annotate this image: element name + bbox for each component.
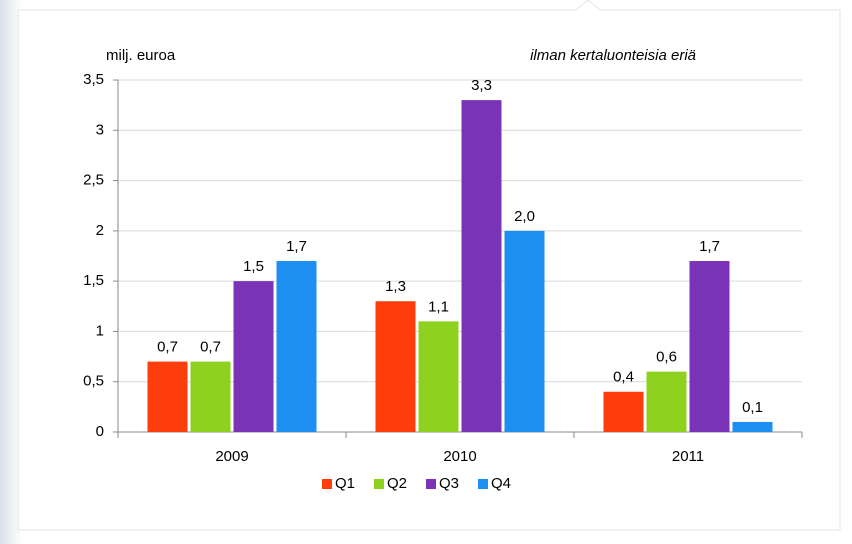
bar xyxy=(689,261,730,432)
bar xyxy=(603,391,644,432)
bar xyxy=(190,361,231,432)
legend-label: Q3 xyxy=(439,475,459,492)
frame xyxy=(17,0,841,531)
side-decoration xyxy=(0,0,22,544)
value-label: 0,1 xyxy=(742,399,763,416)
y-tick-label: 1 xyxy=(96,322,104,339)
value-label: 1,3 xyxy=(385,278,406,295)
bar xyxy=(504,230,545,432)
annotation: ilman kertaluonteisia eriä xyxy=(530,47,696,64)
y-tick-label: 1,5 xyxy=(83,272,104,289)
legend-label: Q2 xyxy=(387,475,407,492)
bar xyxy=(147,361,188,432)
value-label: 3,3 xyxy=(471,77,492,94)
bar xyxy=(646,371,687,432)
value-label: 0,6 xyxy=(656,349,677,366)
y-tick-label: 0 xyxy=(96,423,104,440)
bar xyxy=(461,100,502,432)
value-label: 0,7 xyxy=(157,339,178,356)
y-axis-label: milj. euroa xyxy=(106,47,176,64)
value-label: 2,0 xyxy=(514,208,535,225)
value-label: 0,4 xyxy=(613,369,634,386)
value-label: 1,7 xyxy=(286,238,307,255)
value-label: 1,1 xyxy=(428,298,449,315)
y-tick-label: 2,5 xyxy=(83,172,104,189)
y-tick-label: 0,5 xyxy=(83,373,104,390)
bar xyxy=(418,321,459,432)
x-tick-label: 2010 xyxy=(443,448,476,465)
x-tick-label: 2011 xyxy=(672,448,704,465)
y-tick-label: 3 xyxy=(96,121,104,138)
legend-swatch xyxy=(322,479,332,489)
value-label: 1,7 xyxy=(699,238,720,255)
legend-swatch xyxy=(426,479,436,489)
x-tick-label: 2009 xyxy=(215,448,248,465)
bar xyxy=(732,421,773,432)
bar xyxy=(276,261,317,432)
bar xyxy=(233,281,274,432)
bar xyxy=(375,301,416,432)
y-tick-label: 3,5 xyxy=(83,71,104,88)
value-label: 0,7 xyxy=(200,339,221,356)
legend-swatch xyxy=(478,479,488,489)
legend-label: Q1 xyxy=(335,475,355,492)
y-tick-label: 2 xyxy=(96,222,104,239)
legend-label: Q4 xyxy=(491,475,511,492)
legend-swatch xyxy=(374,479,384,489)
value-label: 1,5 xyxy=(243,258,264,275)
